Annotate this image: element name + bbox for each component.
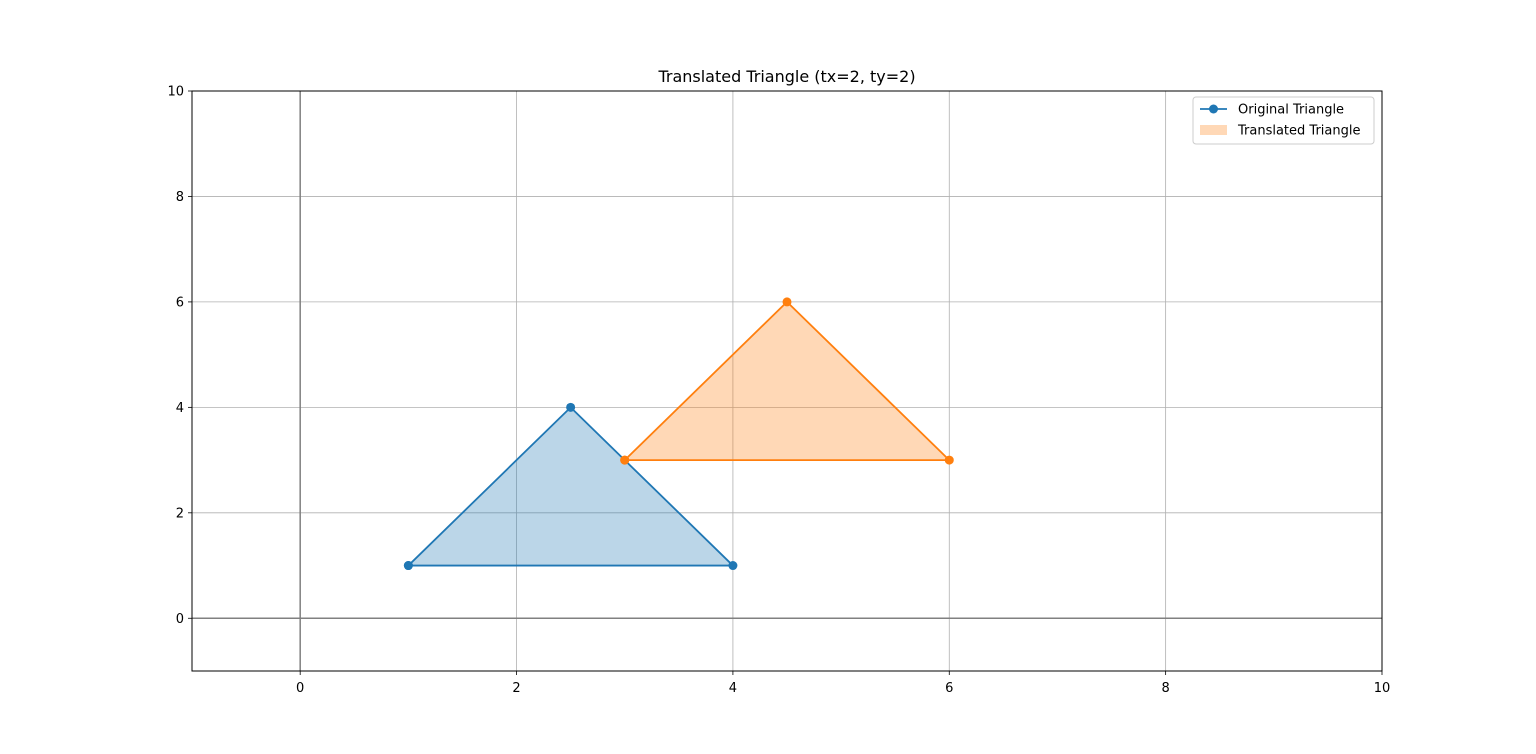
series-1-line — [624, 301, 951, 461]
y-tick-label-0: 0 — [176, 612, 184, 627]
y-tick-label-4: 8 — [176, 190, 184, 205]
y-tick-label-3: 6 — [176, 295, 184, 310]
series-0-point-2 — [566, 402, 576, 412]
legend-label-1: Translated Triangle — [1237, 124, 1360, 139]
series-0-fill — [408, 407, 733, 566]
x-tick-label-2: 4 — [729, 681, 737, 696]
legend: Original Triangle Translated Triangle — [1192, 96, 1375, 145]
y-tick-label-5: 10 — [167, 85, 184, 100]
x-tick-label-0: 0 — [296, 681, 304, 696]
x-tick-label-5: 10 — [1374, 681, 1391, 696]
series-1-point-3 — [620, 455, 630, 465]
x-tick-label-1: 2 — [512, 681, 520, 696]
x-tick-label-4: 8 — [1161, 681, 1169, 696]
legend-frame — [1192, 96, 1375, 145]
legend-marker-0 — [1209, 104, 1218, 114]
plot-area-background — [192, 91, 1382, 671]
y-tick-label-2: 4 — [176, 401, 184, 416]
series-1-fill — [624, 301, 950, 461]
series-1-point-1 — [944, 455, 954, 465]
series-0-line — [407, 406, 734, 567]
ticks: 0 2 4 6 8 10 0 2 4 6 8 10 — [167, 85, 1390, 697]
y-tick-label-1: 2 — [176, 506, 184, 521]
legend-patch-1 — [1200, 125, 1227, 135]
legend-label-0: Original Triangle — [1238, 103, 1344, 118]
series-0-point-3 — [403, 561, 413, 571]
x-tick-label-3: 6 — [945, 681, 953, 696]
chart-title: Translated Triangle (tx=2, ty=2) — [657, 67, 915, 86]
zero-axis-lines — [192, 91, 1382, 671]
plot-frame — [191, 90, 1383, 672]
series-1-point-2 — [782, 297, 792, 307]
series-layer — [403, 297, 954, 571]
series-0-point-1 — [728, 561, 738, 571]
